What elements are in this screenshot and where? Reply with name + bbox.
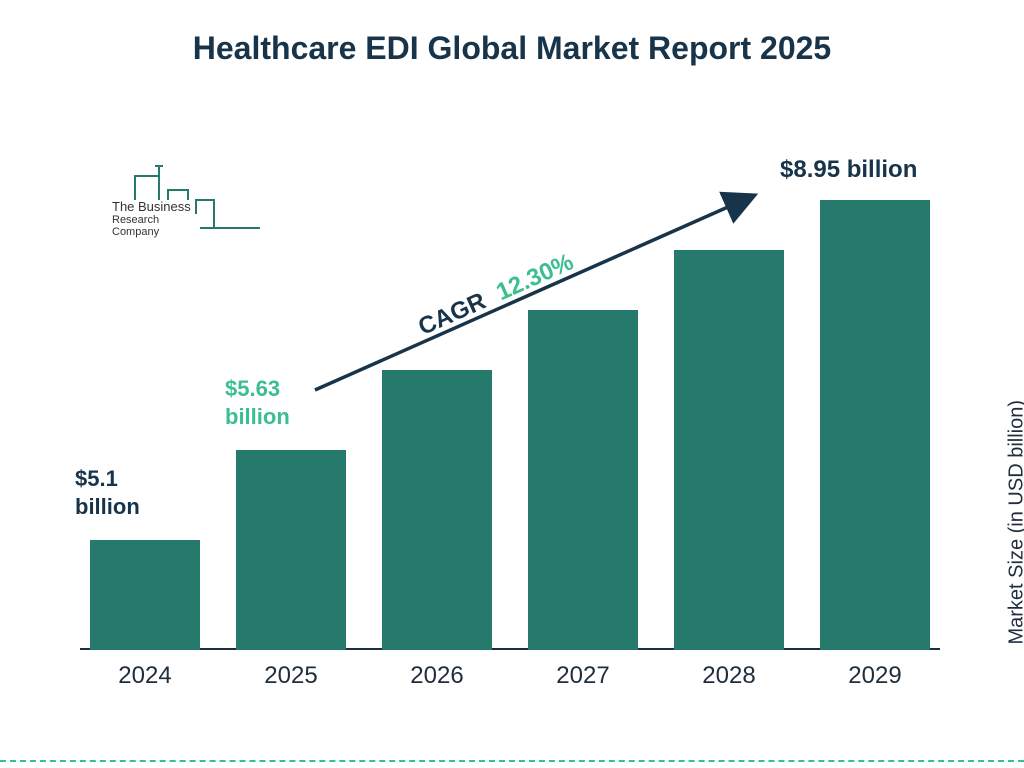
- bar-2024: [90, 540, 200, 650]
- value-label-2024-text: $5.1 billion: [75, 466, 140, 519]
- x-tick-2026: 2026: [372, 662, 502, 690]
- bar-slot-2029: 2029: [810, 150, 940, 650]
- bar-2029: [820, 200, 930, 650]
- cagr-arrow: [305, 175, 775, 425]
- bar-slot-2024: 2024: [80, 150, 210, 650]
- x-tick-2025: 2025: [226, 662, 356, 690]
- x-tick-2028: 2028: [664, 662, 794, 690]
- value-label-2029: $8.95 billion: [780, 155, 980, 185]
- chart-area: 2024 2025 2026 2027 2028 2029: [80, 150, 940, 650]
- chart-title: Healthcare EDI Global Market Report 2025: [0, 30, 1024, 67]
- y-axis-label: Market Size (in USD billion): [1006, 400, 1024, 645]
- footer-dashed-line: [0, 760, 1024, 762]
- x-tick-2027: 2027: [518, 662, 648, 690]
- value-label-2029-text: $8.95 billion: [780, 156, 917, 183]
- value-label-2025-text: $5.63 billion: [225, 376, 290, 429]
- x-tick-2024: 2024: [80, 662, 210, 690]
- x-tick-2029: 2029: [810, 662, 940, 690]
- bar-2025: [236, 450, 346, 650]
- value-label-2024: $5.1 billion: [75, 465, 185, 520]
